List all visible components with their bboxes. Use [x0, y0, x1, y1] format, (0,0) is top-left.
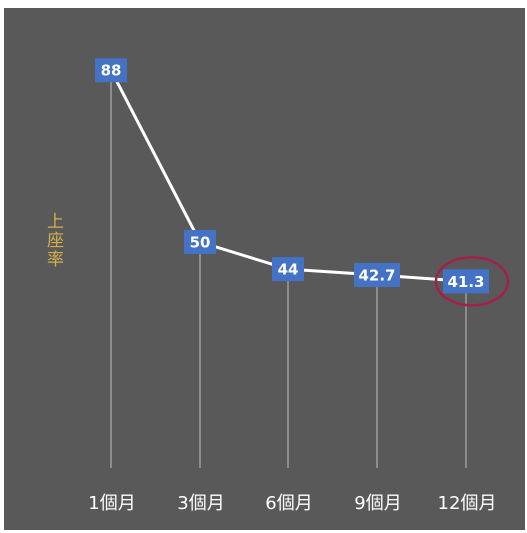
x-tick-label-4: 9個月 [354, 493, 401, 514]
x-tick-label-2: 3個月 [177, 493, 224, 514]
data-label-box-5 [443, 269, 489, 294]
data-label-1: 88 [101, 62, 122, 80]
data-label-box-4 [354, 262, 400, 287]
chart-area: 88 50 44 42.7 41.3 1個月 3個月 6個月 9個月 12個月 上座率 [4, 8, 525, 530]
data-label-5: 41.3 [447, 273, 484, 291]
highlight-ellipse [434, 256, 510, 307]
y-axis-label: 上座率 [43, 212, 63, 269]
x-tick-label-3: 6個月 [265, 493, 312, 514]
data-label-box-2 [184, 230, 216, 254]
x-tick-label-1: 1個月 [88, 493, 135, 514]
data-label-box-3 [272, 257, 304, 282]
series-line [109, 69, 467, 283]
data-label-box-1 [95, 58, 127, 83]
line-chart: 88 50 44 42.7 41.3 1個月 3個月 6個月 9個月 12個月 [88, 58, 510, 514]
data-label-2: 50 [190, 234, 211, 252]
data-label-4: 42.7 [358, 266, 395, 284]
x-tick-label-5: 12個月 [438, 493, 497, 514]
data-label-3: 44 [278, 261, 299, 279]
